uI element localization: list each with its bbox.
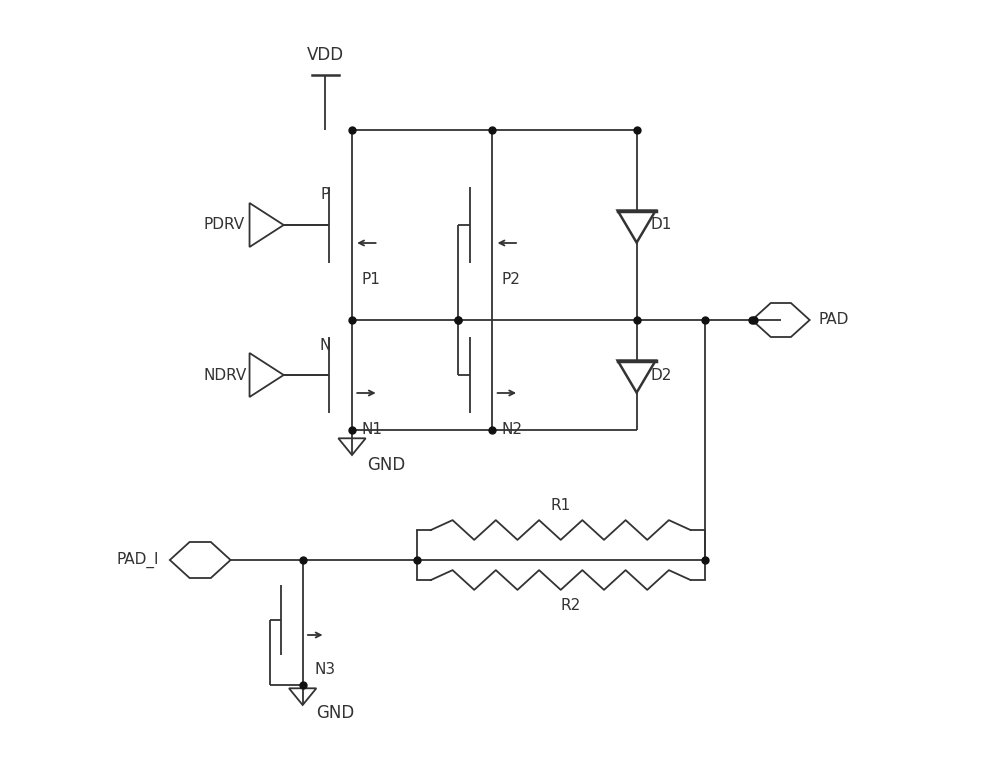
Text: N2: N2 — [502, 423, 523, 437]
Text: R2: R2 — [561, 597, 581, 613]
Text: N1: N1 — [361, 423, 382, 437]
Text: D2: D2 — [650, 367, 672, 383]
Text: N: N — [320, 338, 331, 352]
Text: GND: GND — [367, 456, 405, 474]
Text: P2: P2 — [502, 272, 520, 288]
Text: N3: N3 — [314, 663, 335, 678]
Text: PAD_I: PAD_I — [117, 552, 159, 568]
Text: D1: D1 — [650, 218, 672, 232]
Text: P1: P1 — [361, 272, 380, 288]
Text: NDRV: NDRV — [204, 367, 247, 383]
Text: PDRV: PDRV — [204, 218, 245, 232]
Text: P: P — [321, 187, 330, 203]
Text: R1: R1 — [551, 497, 571, 512]
Text: PAD: PAD — [819, 313, 849, 327]
Text: VDD: VDD — [307, 46, 344, 64]
Text: GND: GND — [316, 704, 355, 722]
